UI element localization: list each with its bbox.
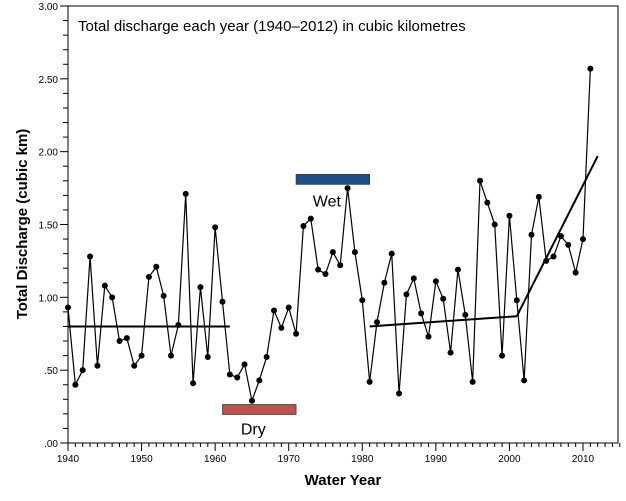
x-tick-label: 1990: [425, 454, 448, 465]
y-tick-label: 1.50: [39, 221, 59, 232]
data-point: [359, 297, 366, 304]
data-point: [145, 273, 152, 280]
data-point: [344, 185, 351, 192]
data-point: [469, 378, 476, 385]
data-point: [285, 304, 292, 311]
data-point: [322, 271, 329, 278]
x-tick-label: 1940: [57, 454, 80, 465]
wet-period-bar: [295, 173, 370, 185]
data-point: [101, 282, 108, 289]
plot-area: [67, 5, 619, 444]
x-tick-label: 2000: [498, 454, 521, 465]
data-point: [263, 354, 270, 361]
data-point: [72, 381, 79, 388]
data-point: [87, 253, 94, 260]
wet-period-label: Wet: [313, 193, 342, 210]
data-point: [543, 257, 550, 264]
data-point: [447, 349, 454, 356]
data-point: [278, 324, 285, 331]
data-point: [271, 307, 277, 314]
data-point: [131, 362, 138, 369]
data-point: [256, 377, 263, 384]
data-point: [351, 249, 358, 256]
x-axis-label: Water Year: [305, 472, 382, 489]
data-point: [116, 338, 123, 345]
data-point: [307, 215, 314, 222]
data-point: [521, 377, 528, 384]
data-point: [300, 222, 307, 229]
data-point: [65, 304, 71, 311]
y-tick-label: 1.00: [39, 293, 59, 304]
y-tick-label: .00: [44, 439, 58, 450]
dry-period-label: Dry: [241, 421, 266, 438]
x-tick-label: 2010: [572, 454, 595, 465]
data-point: [572, 269, 579, 276]
data-point: [403, 291, 410, 298]
dry-period-bar: [222, 404, 297, 415]
data-point: [337, 262, 344, 269]
data-point: [491, 221, 498, 228]
data-point: [219, 298, 226, 305]
data-point: [138, 352, 145, 359]
data-point: [315, 266, 322, 273]
data-point: [226, 371, 233, 378]
data-point: [329, 249, 336, 256]
data-point: [565, 241, 572, 248]
data-point: [94, 362, 101, 369]
y-tick-label: 2.00: [39, 148, 59, 159]
data-point: [160, 292, 167, 299]
data-point: [432, 278, 439, 285]
data-point: [381, 279, 388, 286]
data-point: [499, 352, 506, 359]
trend-line: [515, 155, 599, 317]
data-point: [388, 250, 395, 257]
data-point: [425, 333, 432, 340]
data-point: [396, 390, 403, 397]
data-point: [477, 177, 483, 184]
data-point: [197, 284, 204, 291]
x-tick-label: 1960: [204, 454, 227, 465]
data-point: [241, 361, 248, 368]
data-point: [410, 275, 417, 282]
data-point: [293, 330, 300, 337]
data-point: [234, 374, 241, 381]
data-point: [109, 294, 116, 301]
data-point: [153, 263, 160, 270]
x-tick-label: 1970: [278, 454, 301, 465]
data-point: [580, 236, 586, 243]
y-axis-label: Total Discharge (cubic km): [14, 129, 31, 320]
x-tick-label: 1980: [351, 454, 374, 465]
data-point: [374, 319, 380, 326]
data-point: [248, 397, 255, 404]
y-tick-label: .50: [44, 366, 58, 377]
data-point: [175, 322, 182, 329]
data-point: [513, 297, 520, 304]
x-tick-label: 1950: [130, 454, 153, 465]
data-point: [168, 352, 174, 359]
data-point: [484, 199, 491, 206]
data-point: [190, 380, 197, 387]
data-point: [212, 224, 219, 231]
data-point: [366, 378, 373, 385]
chart-title: Total discharge each year (1940–2012) in…: [78, 18, 466, 35]
data-point: [79, 367, 86, 374]
data-point: [462, 311, 469, 318]
data-point: [440, 295, 447, 302]
data-point: [535, 193, 542, 200]
data-point: [182, 190, 189, 197]
data-point: [587, 65, 594, 72]
trend-line: [369, 315, 517, 328]
data-point: [454, 266, 461, 273]
data-point: [528, 231, 535, 238]
y-tick-label: 3.00: [39, 2, 59, 13]
data-point: [557, 233, 564, 240]
y-tick-label: 2.50: [39, 75, 59, 86]
data-point: [418, 310, 425, 317]
data-point: [506, 212, 513, 219]
data-point: [204, 354, 211, 361]
data-point: [123, 335, 130, 342]
data-point: [550, 253, 557, 260]
